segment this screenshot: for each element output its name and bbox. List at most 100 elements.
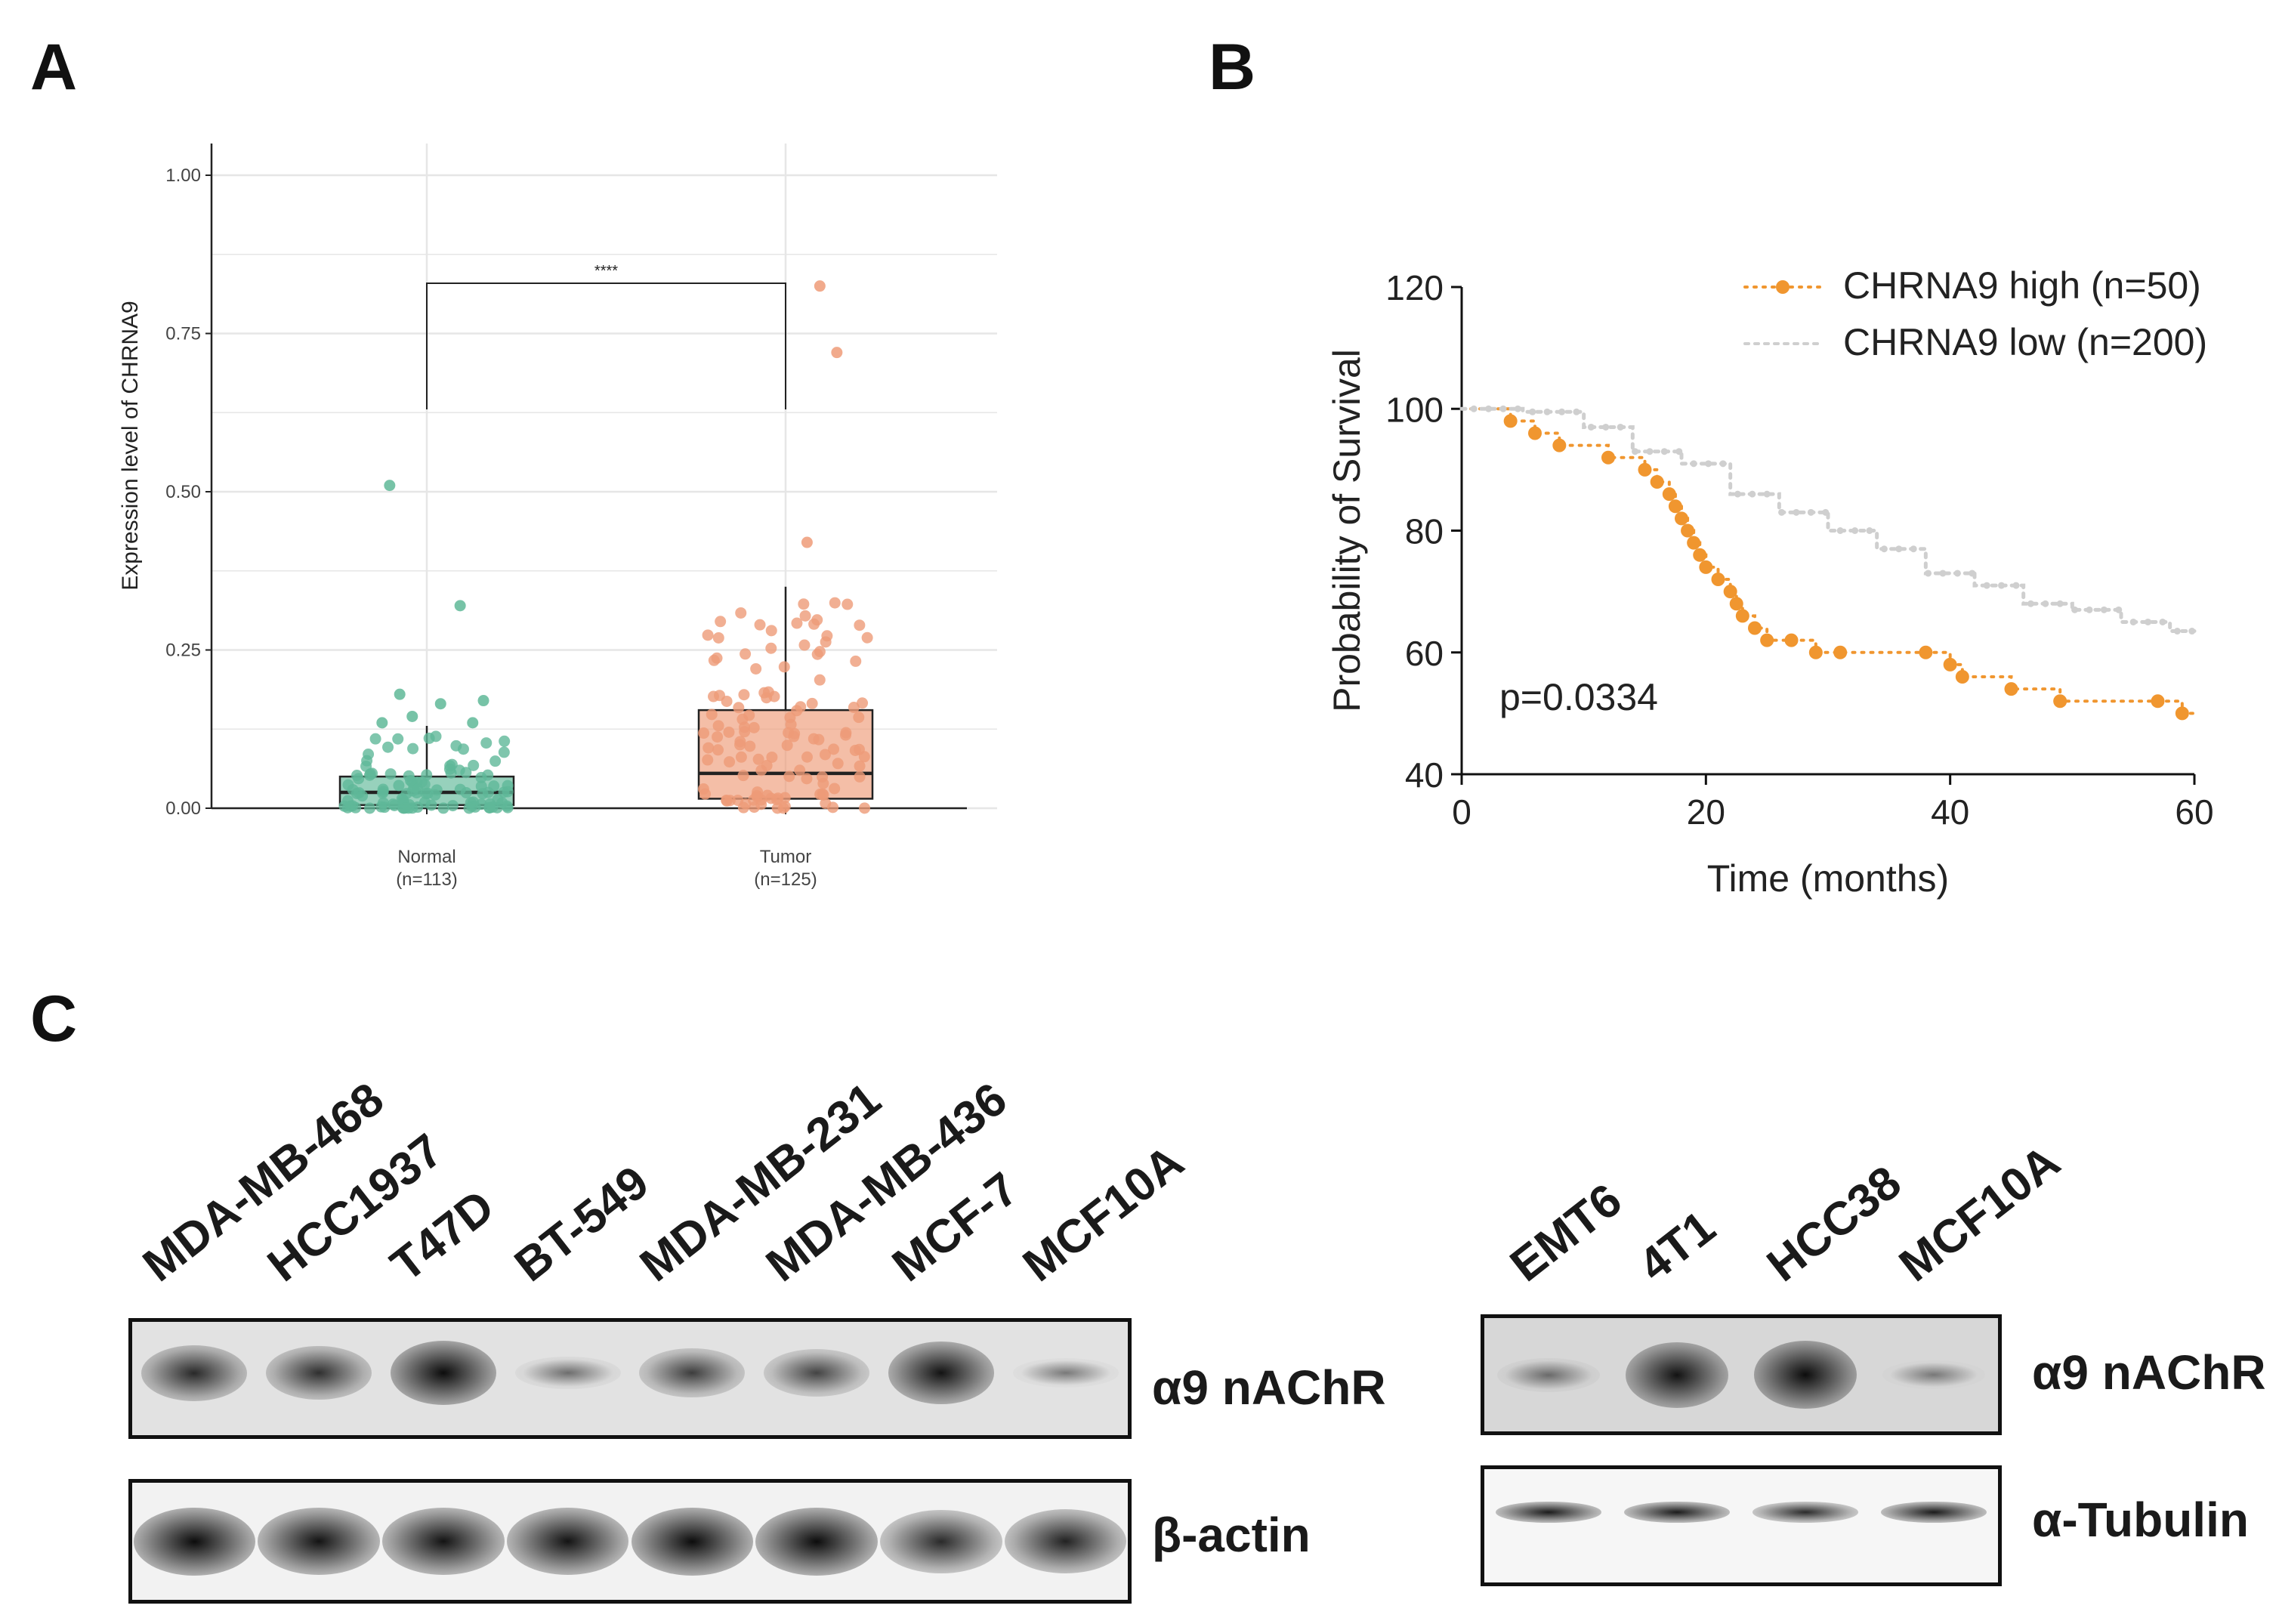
censor-point <box>2145 618 2152 625</box>
data-point <box>801 773 813 785</box>
outlier-point <box>477 695 489 707</box>
censor-point <box>1587 423 1595 431</box>
data-point <box>850 655 862 667</box>
censor-point <box>1711 573 1725 586</box>
data-point <box>712 744 724 756</box>
data-point <box>829 783 841 795</box>
y-tick-label: 0.25 <box>165 641 201 661</box>
data-point <box>468 759 480 771</box>
data-point <box>827 801 839 814</box>
data-point <box>429 789 441 801</box>
x-tick-label: 40 <box>1931 792 1969 832</box>
lane-label: BT-549 <box>505 1156 659 1292</box>
data-point <box>754 619 766 631</box>
lane-label: HCC38 <box>1757 1156 1911 1292</box>
data-point <box>382 741 394 753</box>
censor-point <box>1866 527 1873 534</box>
legend-label-low: CHRNA9 low (n=200) <box>1843 321 2207 363</box>
censor-point <box>1763 490 1771 498</box>
censor-point <box>1833 645 1848 659</box>
blot-band <box>390 1341 496 1405</box>
data-point <box>377 797 389 809</box>
data-point <box>751 791 763 803</box>
data-point <box>765 642 777 654</box>
y-tick-label: 1.00 <box>165 165 201 186</box>
data-point <box>861 631 873 644</box>
significance-bracket: **** <box>426 263 786 409</box>
outlier-point <box>467 717 479 729</box>
censor-point <box>1895 545 1903 553</box>
data-point <box>403 802 415 814</box>
data-point <box>392 733 404 745</box>
y-tick-label: 60 <box>1405 634 1444 673</box>
censor-point <box>1632 448 1639 455</box>
censor-point <box>1690 460 1697 468</box>
censor-point <box>1955 670 1969 684</box>
data-point <box>446 800 459 812</box>
data-point <box>702 754 714 766</box>
censor-point <box>1807 508 1814 516</box>
data-point <box>350 801 362 814</box>
censor-point <box>1485 405 1493 412</box>
data-point <box>771 794 783 806</box>
data-point <box>740 798 752 810</box>
data-point <box>739 726 751 738</box>
censor-point <box>1784 633 1799 647</box>
lane-label: 4T1 <box>1629 1201 1725 1292</box>
censor-point <box>2188 628 2196 635</box>
data-point <box>848 702 860 714</box>
data-point <box>766 751 778 763</box>
data-point <box>734 736 746 748</box>
outlier-point <box>406 710 418 722</box>
blot-band <box>1881 1501 1987 1524</box>
censor-point <box>1528 426 1542 440</box>
data-point <box>698 727 710 739</box>
survival-chart: 40 60 80 100 120 0 20 40 60 CHRNA9 high (n=50) C… <box>1326 264 2214 900</box>
censor-point <box>1646 448 1654 455</box>
data-point <box>502 786 514 798</box>
data-point <box>778 661 790 673</box>
outlier-point <box>454 600 466 612</box>
blot-alpha9-right <box>1481 1314 2002 1435</box>
y-axis-label: Probability of Survival <box>1326 349 1368 712</box>
censor-point <box>1668 499 1682 514</box>
data-point <box>748 801 760 814</box>
y-tick-label: 80 <box>1405 512 1444 551</box>
x-tick-label: 20 <box>1687 792 1725 832</box>
censor-point <box>2056 600 2064 607</box>
lane-label: EMT6 <box>1500 1174 1632 1292</box>
grid-lines <box>212 144 997 810</box>
censor-point <box>1969 570 1976 577</box>
censor-point <box>2004 682 2018 696</box>
blot-band <box>266 1345 372 1400</box>
censor-point <box>1925 570 1932 577</box>
blot-band <box>1626 1341 1728 1408</box>
data-point <box>457 743 469 755</box>
blot-band <box>631 1507 754 1576</box>
censor-point <box>1514 405 1521 412</box>
censor-point <box>2151 694 2165 709</box>
censor-point <box>2027 600 2034 607</box>
blot-actin-left <box>128 1479 1132 1604</box>
data-point <box>407 743 419 755</box>
censor-point <box>1983 582 1990 589</box>
censor-point <box>1601 450 1615 465</box>
censor-point <box>2012 582 2020 589</box>
data-point <box>486 801 499 814</box>
censor-point <box>1687 536 1701 550</box>
censor-point <box>1723 585 1737 599</box>
censor-point <box>1693 548 1707 562</box>
data-point <box>388 800 400 812</box>
y-tick-label: 0.75 <box>165 324 201 344</box>
lane-label: MCF10A <box>1013 1135 1194 1292</box>
y-axis-label: Expression level of CHRNA9 <box>118 301 143 590</box>
data-point <box>361 755 373 767</box>
censor-point <box>2071 606 2079 613</box>
data-point <box>715 616 727 628</box>
data-point <box>366 767 378 780</box>
data-point <box>811 648 823 660</box>
data-point <box>821 630 833 642</box>
data-point <box>853 712 865 724</box>
censor-point <box>1573 408 1580 415</box>
data-point <box>858 751 870 763</box>
